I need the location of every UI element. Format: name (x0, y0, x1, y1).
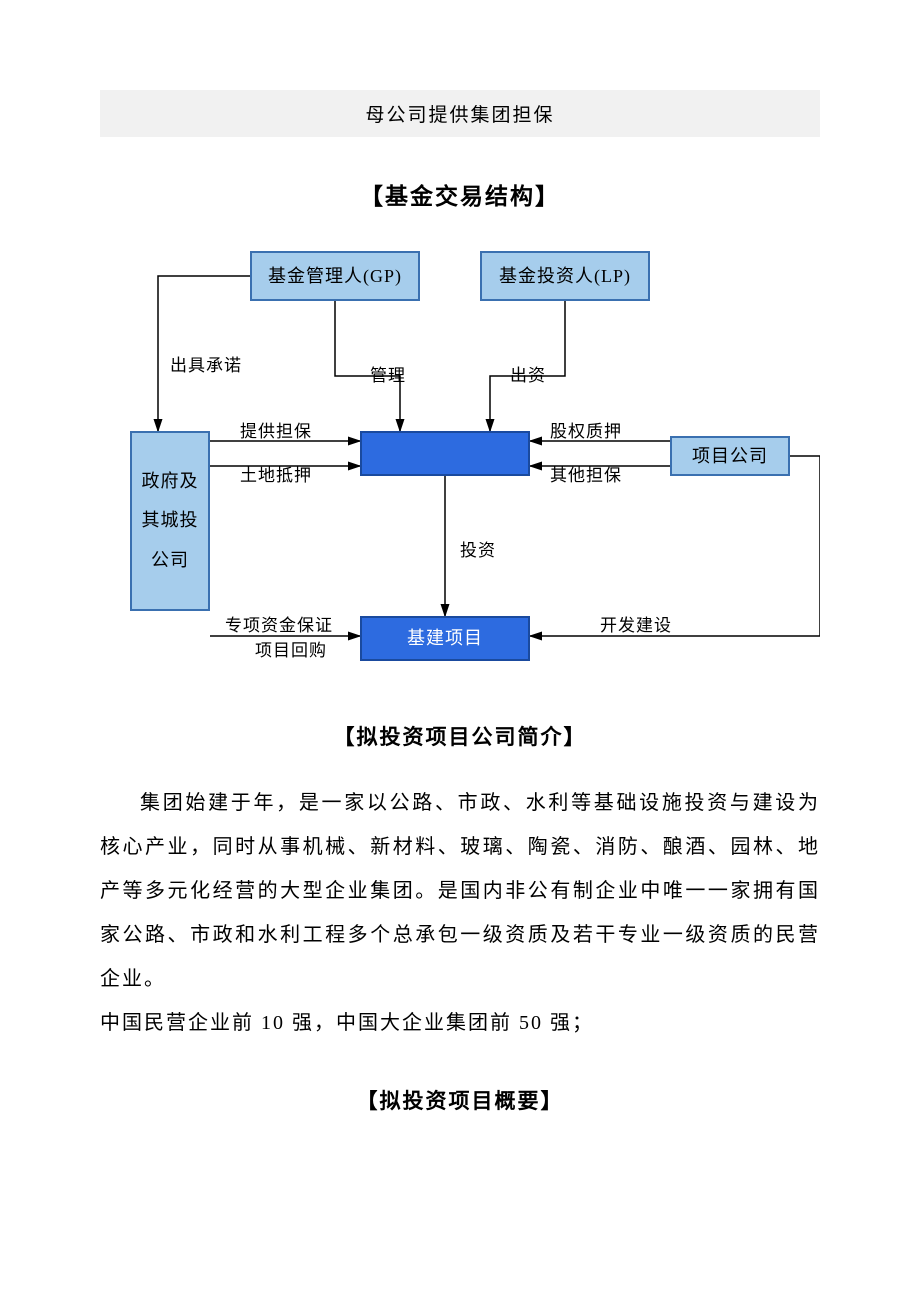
edge-label-5: 股权质押 (550, 417, 622, 442)
node-gp: 基金管理人(GP) (250, 251, 420, 301)
fund-structure-diagram: 基金管理人(GP) 基金投资人(LP) 政府及其城投公司 项目公司基建项目 出具承诺 管… (100, 241, 820, 681)
section-title-diagram: 【基金交易结构】 (100, 177, 820, 211)
edge-label-10: 开发建设 (600, 611, 672, 636)
edge-label-6: 其他担保 (550, 461, 622, 486)
company-intro-p2: 中国民营企业前 10 强，中国大企业集团前 50 强； (100, 1001, 820, 1045)
node-lp: 基金投资人(LP) (480, 251, 650, 301)
edge-label-4: 土地抵押 (240, 461, 312, 486)
edge-label-1: 管理 (370, 361, 406, 386)
node-gov: 政府及其城投公司 (130, 431, 210, 611)
edge-label-9: 项目回购 (255, 636, 327, 661)
section-title-company: 【拟投资项目公司简介】 (100, 721, 820, 751)
page: 母公司提供集团担保 【基金交易结构】 基金管理人(GP) 基金投资人(LP) 政府及… (0, 0, 920, 1205)
section-title-summary: 【拟投资项目概要】 (100, 1085, 820, 1115)
header-text: 母公司提供集团担保 (365, 105, 554, 126)
node-center (360, 431, 530, 476)
edge-label-2: 出资 (510, 361, 546, 386)
node-company: 项目公司 (670, 436, 790, 476)
company-intro-p1: 集团始建于年，是一家以公路、市政、水利等基础设施投资与建设为核心产业，同时从事机… (100, 781, 820, 1001)
edge-label-3: 提供担保 (240, 417, 312, 442)
edge-label-0: 出具承诺 (170, 351, 242, 376)
edge-label-8: 专项资金保证 (225, 611, 333, 636)
header-bar: 母公司提供集团担保 (100, 90, 820, 137)
node-project: 基建项目 (360, 616, 530, 661)
edge-label-7: 投资 (460, 536, 496, 561)
